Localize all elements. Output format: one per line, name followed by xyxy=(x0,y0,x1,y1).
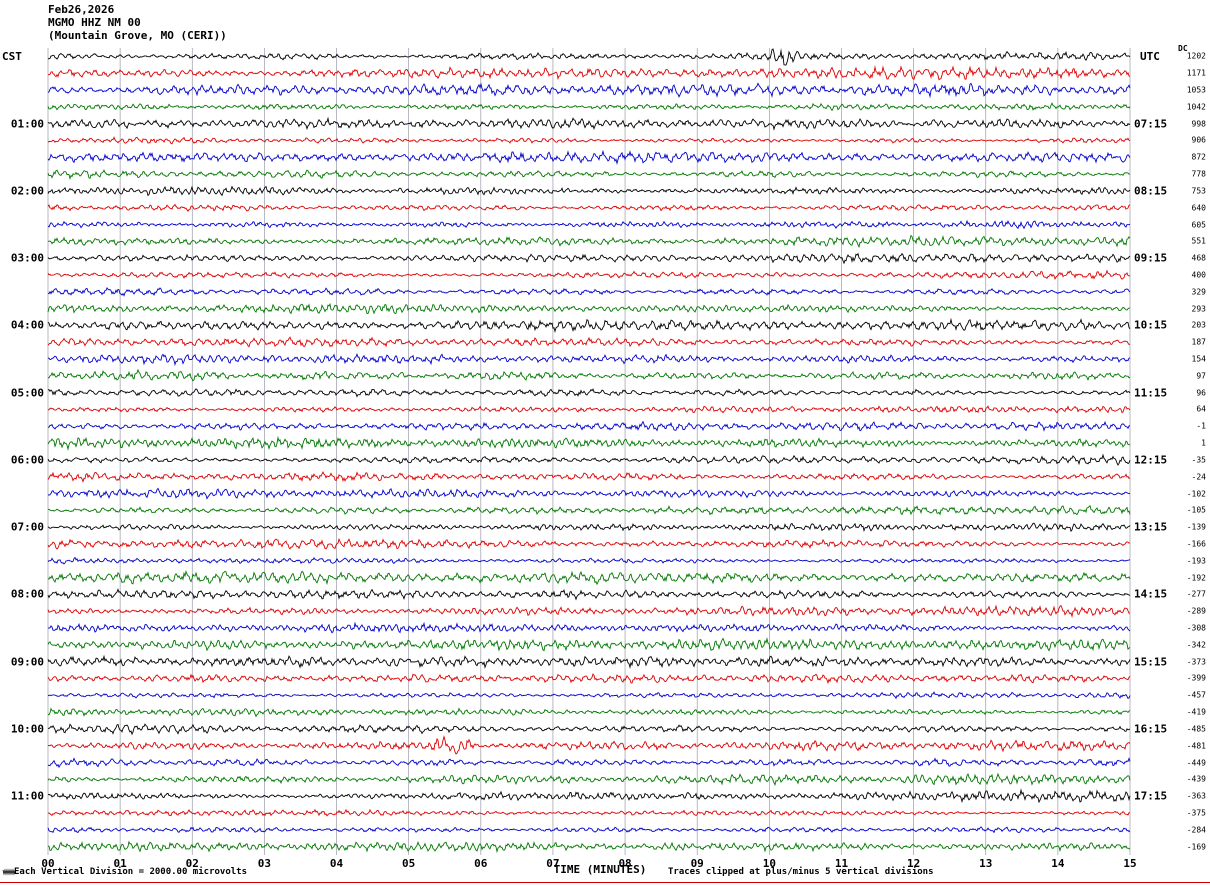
bottom-red-rule xyxy=(0,882,1210,883)
footer-left-note: Each Vertical Division = 2000.00 microvo… xyxy=(14,867,247,877)
footer-right-note: Traces clipped at plus/minus 5 vertical … xyxy=(668,867,934,877)
x-axis-title: TIME (MINUTES) xyxy=(553,863,647,876)
